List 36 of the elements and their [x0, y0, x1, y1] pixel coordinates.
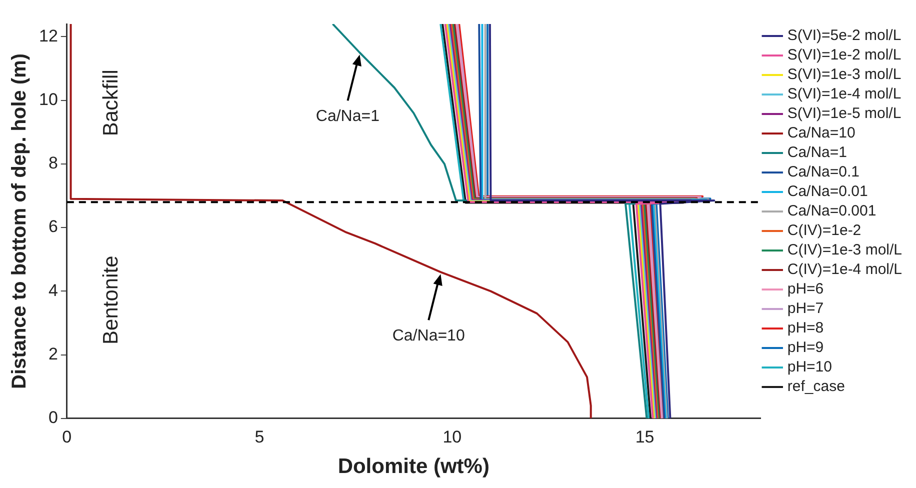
annotation: Backfill: [100, 70, 123, 136]
legend-label: C(IV)=1e-3 mol/L: [787, 242, 902, 259]
legend-label: S(VI)=1e-3 mol/L: [787, 66, 902, 84]
legend-label: Ca/Na=0.01: [787, 183, 868, 200]
y-tick-label: 8: [48, 154, 58, 173]
legend-label: S(VI)=1e-5 mol/L: [787, 105, 902, 122]
x-tick-label: 0: [62, 427, 72, 446]
annotation: Ca/Na=10: [392, 327, 465, 344]
x-tick-label: 10: [442, 427, 462, 446]
legend-label: pH=10: [787, 358, 832, 376]
annotation: Ca/Na=1: [316, 108, 380, 126]
legend-label: Ca/Na=0.001: [787, 202, 876, 220]
legend-label: C(IV)=1e-2: [787, 222, 862, 240]
legend-label: S(VI)=1e-4 mol/L: [787, 86, 902, 103]
legend-label: pH=9: [787, 339, 824, 356]
x-tick-label: 15: [635, 427, 654, 446]
legend-label: C(IV)=1e-4 mol/L: [787, 261, 902, 278]
legend-label: ref_case: [787, 378, 845, 396]
y-axis-title: Distance to bottom of dep. hole (m): [8, 53, 31, 389]
legend-label: Ca/Na=10: [787, 124, 856, 142]
x-axis-title: Dolomite (wt%): [338, 455, 490, 478]
x-tick-label: 5: [254, 427, 264, 446]
annotation: Bentonite: [100, 256, 123, 344]
legend-label: Ca/Na=0.1: [787, 164, 860, 181]
legend-label: S(VI)=5e-2 mol/L: [787, 27, 902, 44]
y-tick-label: 2: [48, 344, 58, 364]
legend-label: pH=6: [787, 280, 824, 298]
y-tick-label: 0: [48, 408, 58, 428]
legend-label: pH=7: [787, 300, 824, 318]
legend-label: S(VI)=1e-2 mol/L: [787, 46, 902, 64]
y-tick-label: 4: [48, 280, 58, 300]
y-tick-label: 12: [38, 26, 58, 46]
y-tick-label: 10: [38, 90, 58, 110]
y-tick-label: 6: [48, 217, 58, 236]
legend-label: pH=8: [787, 320, 824, 337]
legend-label: Ca/Na=1: [787, 144, 847, 162]
